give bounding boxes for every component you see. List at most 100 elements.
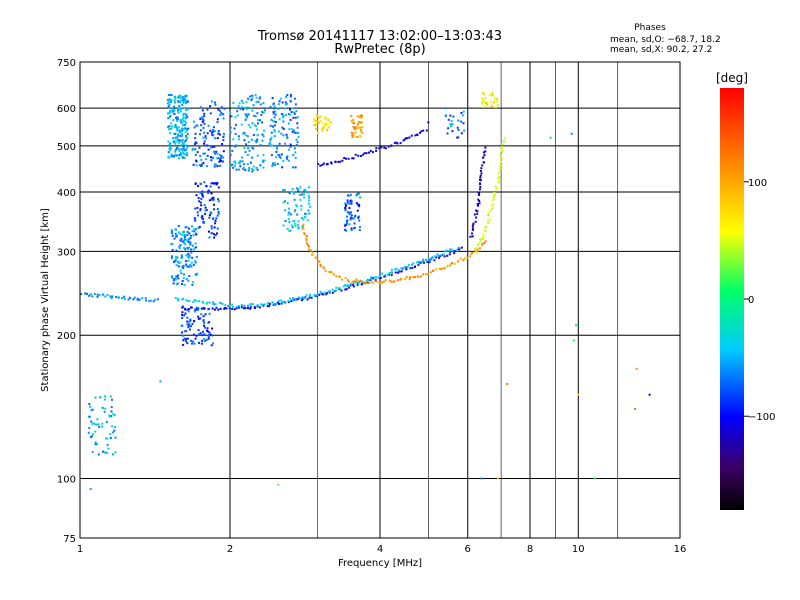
data-point	[168, 111, 171, 114]
data-point	[378, 281, 380, 284]
data-point	[418, 260, 421, 263]
data-point	[103, 410, 106, 413]
data-point	[328, 291, 331, 294]
data-point	[189, 235, 192, 238]
data-point	[398, 270, 401, 273]
data-point	[214, 234, 217, 237]
data-point	[338, 275, 341, 278]
data-point	[289, 146, 292, 148]
data-point	[174, 117, 177, 120]
data-point	[305, 212, 308, 215]
data-point	[179, 94, 182, 97]
data-point	[200, 307, 203, 310]
data-point	[194, 337, 197, 340]
data-point	[195, 274, 198, 277]
data-point	[490, 204, 493, 207]
data-point	[243, 163, 245, 166]
data-point	[171, 249, 174, 252]
data-point	[183, 337, 186, 340]
y-tick-label: 600	[57, 104, 76, 115]
data-point	[213, 308, 216, 311]
data-point	[360, 129, 362, 131]
data-point	[480, 172, 483, 175]
data-point	[288, 211, 291, 214]
y-tick-label: 300	[57, 247, 76, 258]
data-point	[319, 120, 322, 123]
data-point	[334, 160, 337, 163]
data-point	[210, 197, 213, 200]
data-point	[305, 235, 308, 237]
data-point	[207, 148, 210, 151]
data-point	[201, 109, 204, 112]
data-point	[261, 121, 264, 124]
data-point	[258, 97, 261, 100]
data-point	[249, 161, 252, 164]
data-point	[497, 181, 500, 184]
data-point	[209, 333, 212, 336]
data-point	[347, 279, 349, 282]
grid	[80, 62, 680, 538]
data-point	[217, 308, 220, 311]
data-point	[231, 163, 234, 166]
data-point	[182, 119, 185, 122]
data-point	[549, 136, 552, 139]
data-point	[180, 135, 183, 138]
data-point	[273, 107, 275, 110]
data-point	[290, 224, 293, 227]
data-point	[195, 194, 198, 197]
data-point	[296, 223, 299, 226]
data-point	[297, 220, 300, 223]
data-point	[182, 151, 185, 154]
data-point	[185, 148, 188, 151]
data-point	[350, 229, 353, 232]
data-point	[358, 203, 361, 206]
data-point	[262, 159, 265, 162]
data-point	[216, 227, 219, 230]
data-point	[88, 403, 91, 405]
data-point	[204, 212, 206, 215]
data-point	[309, 249, 312, 252]
data-point	[121, 297, 123, 300]
data-point	[219, 164, 222, 167]
data-point	[170, 229, 173, 231]
data-point	[356, 125, 359, 128]
data-point	[220, 106, 223, 109]
data-point	[305, 242, 308, 245]
data-point	[243, 304, 246, 307]
data-point	[197, 197, 200, 199]
data-point	[420, 275, 422, 278]
data-point	[357, 215, 360, 218]
data-point	[435, 268, 438, 271]
data-point	[167, 128, 170, 131]
data-point	[182, 142, 185, 145]
data-point	[199, 182, 202, 185]
data-point	[234, 162, 237, 165]
data-point	[268, 142, 271, 145]
data-point	[339, 160, 342, 163]
data-point	[344, 277, 347, 279]
data-point	[326, 128, 329, 131]
data-point	[321, 128, 323, 131]
data-point	[145, 299, 147, 302]
data-point	[308, 248, 310, 251]
data-point	[201, 120, 204, 123]
data-point	[190, 261, 193, 264]
data-point	[351, 217, 354, 220]
data-point	[281, 113, 284, 116]
data-point	[106, 293, 109, 296]
data-point	[308, 212, 311, 215]
data-point	[201, 193, 204, 196]
data-point	[170, 110, 173, 113]
data-point	[411, 263, 413, 266]
data-point	[463, 257, 466, 260]
data-point	[178, 142, 181, 145]
data-point	[217, 212, 220, 215]
data-point	[412, 276, 415, 279]
data-point	[193, 333, 195, 336]
data-point	[223, 307, 226, 309]
data-point	[181, 231, 184, 234]
data-point	[187, 260, 190, 262]
data-point	[193, 299, 196, 301]
data-point	[171, 125, 174, 128]
